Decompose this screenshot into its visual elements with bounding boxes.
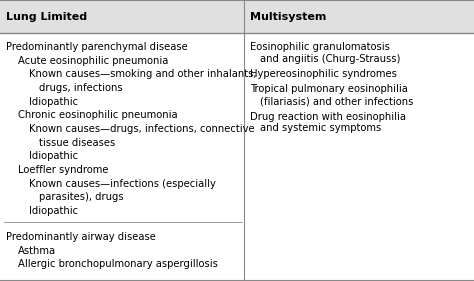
Text: Acute eosinophilic pneumonia: Acute eosinophilic pneumonia	[18, 56, 168, 66]
Text: (filariasis) and other infections: (filariasis) and other infections	[260, 96, 413, 106]
Text: Lung Limited: Lung Limited	[6, 12, 87, 22]
Text: Known causes—infections (especially: Known causes—infections (especially	[29, 179, 216, 189]
Bar	[0, 0, 474, 33]
Text: Predominantly airway disease: Predominantly airway disease	[6, 232, 155, 242]
Text: Known causes—smoking and other inhalants,: Known causes—smoking and other inhalants…	[29, 69, 257, 79]
Text: Asthma: Asthma	[18, 246, 55, 256]
Text: and systemic symptoms: and systemic symptoms	[260, 123, 381, 133]
Text: Loeffler syndrome: Loeffler syndrome	[18, 165, 108, 175]
Text: parasites), drugs: parasites), drugs	[39, 192, 124, 203]
Text: Tropical pulmonary eosinophilia: Tropical pulmonary eosinophilia	[250, 84, 408, 94]
Text: Idiopathic: Idiopathic	[29, 151, 79, 161]
Text: and angiitis (Churg-Strauss): and angiitis (Churg-Strauss)	[260, 54, 400, 64]
Text: Eosinophilic granulomatosis: Eosinophilic granulomatosis	[250, 42, 390, 52]
Text: Idiopathic: Idiopathic	[29, 206, 79, 216]
Text: Idiopathic: Idiopathic	[29, 97, 79, 107]
Text: drugs, infections: drugs, infections	[39, 83, 122, 93]
Text: Chronic eosinophilic pneumonia: Chronic eosinophilic pneumonia	[18, 110, 177, 120]
Text: tissue diseases: tissue diseases	[39, 138, 115, 148]
Text: Allergic bronchopulmonary aspergillosis: Allergic bronchopulmonary aspergillosis	[18, 259, 218, 269]
Text: Predominantly parenchymal disease: Predominantly parenchymal disease	[6, 42, 187, 52]
Text: Known causes—drugs, infections, connective: Known causes—drugs, infections, connecti…	[29, 124, 255, 134]
Text: Multisystem: Multisystem	[250, 12, 327, 22]
Text: Hypereosinophilic syndromes: Hypereosinophilic syndromes	[250, 69, 397, 79]
Text: Drug reaction with eosinophilia: Drug reaction with eosinophilia	[250, 112, 406, 122]
